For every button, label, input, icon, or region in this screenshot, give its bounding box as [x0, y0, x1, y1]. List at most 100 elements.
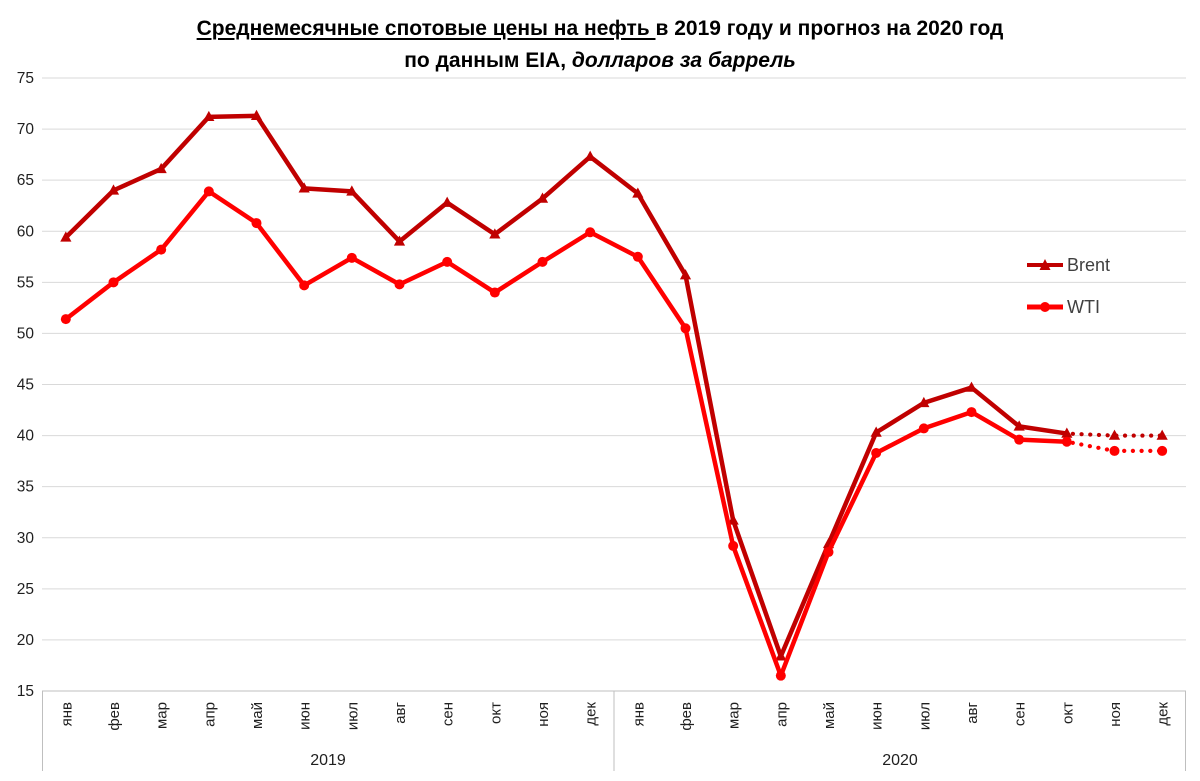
- brent-triangle-marker: [250, 109, 263, 121]
- month-label: янв: [630, 702, 647, 726]
- wti-circle-marker: [585, 227, 596, 238]
- chart-subtitle-source: по данным EIA,: [404, 48, 567, 72]
- brent-triangle-marker: [632, 187, 644, 198]
- wti-circle-marker: [156, 244, 167, 255]
- month-label: май: [249, 702, 266, 729]
- month-label: дек: [1155, 702, 1172, 726]
- month-label: июн: [297, 702, 314, 730]
- month-label: янв: [58, 702, 75, 726]
- month-label: сен: [440, 702, 457, 726]
- brent-triangle-marker: [107, 184, 120, 195]
- brent-triangle-marker: [155, 162, 167, 174]
- brent-triangle-marker: [918, 396, 930, 408]
- wti-circle-marker: [1157, 445, 1168, 456]
- month-label: ноя: [535, 702, 552, 727]
- wti-circle-marker: [632, 251, 643, 262]
- chart-legend: Brent WTI: [1026, 250, 1110, 322]
- brent-triangle-marker: [870, 426, 882, 437]
- month-label: мар: [726, 702, 743, 729]
- month-label: окт: [1059, 702, 1076, 724]
- y-axis-label: 75: [17, 70, 34, 87]
- wti-circle-marker: [203, 186, 214, 197]
- wti-circle-marker: [680, 323, 691, 334]
- series-line-brent: [64, 113, 1068, 659]
- chart-title-underlined: Среднемесячные спотовые цены на нефть: [196, 17, 656, 40]
- y-axis-label: 35: [17, 479, 34, 496]
- legend-label-wti: WTI: [1067, 296, 1100, 317]
- y-axis-label: 65: [17, 172, 34, 189]
- brent-triangle-marker: [965, 381, 978, 392]
- month-label: июн: [869, 702, 886, 730]
- legend-label-brent: Brent: [1067, 254, 1111, 275]
- wti-circle-marker: [489, 287, 500, 298]
- brent-triangle-marker: [346, 185, 358, 196]
- brent-triangle-marker: [1156, 429, 1168, 440]
- y-axis-label: 20: [17, 632, 35, 649]
- month-label: июл: [916, 702, 933, 730]
- wti-circle-marker: [394, 279, 405, 290]
- wti-circle-marker: [251, 218, 262, 229]
- month-label: дек: [583, 702, 600, 726]
- brent-triangle-marker: [1108, 429, 1121, 440]
- chart-title: Среднемесячные спотовые цены на нефть в …: [0, 13, 1200, 76]
- chart-title-line1: Среднемесячные спотовые цены на нефть в …: [0, 13, 1200, 45]
- month-label: авг: [964, 701, 981, 723]
- wti-circle-marker: [823, 547, 834, 558]
- chart-title-line2: по данным EIA, долларов за баррель: [0, 45, 1200, 77]
- brent-line-sample: [1027, 259, 1063, 270]
- wti-circle-marker: [60, 314, 71, 325]
- month-label: апр: [773, 702, 790, 727]
- wti-circle-marker: [728, 540, 739, 551]
- month-label: фев: [678, 702, 695, 731]
- y-axis-label: 15: [17, 683, 34, 700]
- wti-circle-marker: [1014, 434, 1025, 445]
- y-axis-label: 60: [17, 223, 35, 240]
- month-label: июл: [344, 702, 361, 730]
- chart-title-line1-rest: в 2019 году и прогноз на 2020 год: [655, 17, 1004, 40]
- month-label: мар: [154, 702, 171, 729]
- wti-circle-marker: [537, 256, 548, 267]
- wti-circle-marker: [918, 423, 929, 434]
- brent-triangle-marker: [775, 650, 787, 661]
- wti-circle-marker: [775, 670, 786, 681]
- brent-triangle-marker: [393, 235, 406, 246]
- wti-circle-marker: [346, 252, 357, 263]
- month-label: окт: [487, 702, 504, 724]
- month-label: сен: [1012, 702, 1029, 726]
- y-axis-label: 30: [17, 530, 35, 547]
- y-axis-label: 50: [17, 325, 35, 342]
- brent-triangle-marker: [727, 514, 739, 525]
- brent-triangle-marker: [60, 231, 72, 242]
- chart-subtitle-units: долларов за баррель: [566, 48, 796, 72]
- month-label: фев: [106, 702, 123, 731]
- legend-item-wti: WTI: [1026, 292, 1110, 322]
- month-label: май: [821, 702, 838, 729]
- wti-circle-marker: [1061, 436, 1072, 447]
- brent-triangle-marker: [203, 110, 215, 122]
- y-axis-label: 25: [17, 581, 34, 598]
- legend-item-brent: Brent: [1026, 250, 1110, 280]
- wti-circle-marker: [442, 256, 453, 267]
- brent-triangle-marker: [679, 269, 692, 280]
- wti-circle-marker: [871, 447, 882, 458]
- series-line-wti: [64, 189, 1067, 678]
- year-label: 2019: [310, 752, 346, 769]
- y-axis-label: 70: [17, 121, 35, 138]
- brent-triangle-marker: [441, 196, 453, 207]
- circle-marker-icon: [1040, 302, 1050, 312]
- month-label: апр: [201, 702, 218, 727]
- wti-line-sample: [1027, 302, 1063, 312]
- brent-triangle-marker: [584, 150, 596, 161]
- wti-circle-marker: [1109, 445, 1120, 456]
- brent-triangle-marker: [536, 192, 549, 203]
- wti-circle-marker: [108, 277, 119, 288]
- brent-triangle-marker: [1013, 420, 1025, 431]
- month-label: ноя: [1107, 702, 1124, 727]
- brent-triangle-marker: [1061, 427, 1073, 438]
- brent-triangle-marker: [489, 228, 501, 239]
- month-label: авг: [392, 701, 409, 723]
- triangle-marker-icon: [1039, 259, 1051, 270]
- brent-triangle-marker: [298, 182, 310, 193]
